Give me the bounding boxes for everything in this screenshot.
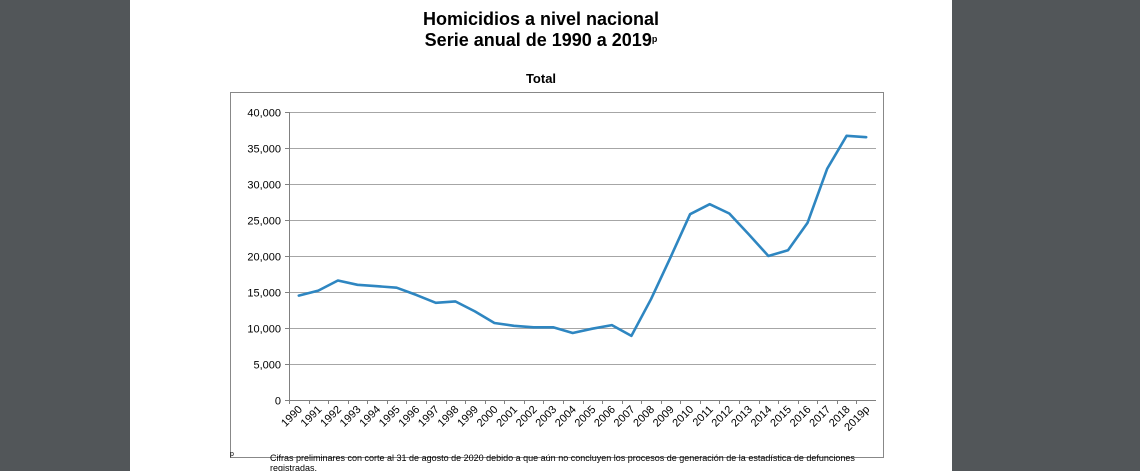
y-tick-label: 10,000 <box>247 324 281 336</box>
x-tick-label: 2012 <box>710 404 736 430</box>
x-tick-label: 1995 <box>377 404 403 430</box>
x-tick-label: 1994 <box>357 404 383 430</box>
y-tick-label: 35,000 <box>247 144 281 156</box>
x-tick-label: 2002 <box>514 404 540 430</box>
x-tick-label: 2005 <box>573 404 599 430</box>
title-line-2: Serie anual de 1990 a 2019p <box>130 30 952 51</box>
x-tick-label: 2006 <box>592 404 618 430</box>
x-tick-label: 1998 <box>436 404 462 430</box>
x-tick-label: 1997 <box>416 404 442 430</box>
x-tick-label: 2016 <box>788 404 814 430</box>
y-tick-label: 25,000 <box>247 216 281 228</box>
x-tick-label: 1991 <box>299 404 325 430</box>
x-tick-label: 2003 <box>533 404 559 430</box>
footnote: p Cifras preliminares con corte al 31 de… <box>230 451 880 471</box>
x-tick-label: 2009 <box>651 404 677 430</box>
x-tick-label: 1996 <box>397 404 423 430</box>
x-tick-label: 2000 <box>475 404 501 430</box>
x-tick-label: 1990 <box>279 404 305 430</box>
series-line <box>297 134 868 338</box>
x-tick-label: 2017 <box>807 404 833 430</box>
x-tick-label: 1999 <box>455 404 481 430</box>
x-tick-label: 2001 <box>494 404 520 430</box>
y-tick-label: 0 <box>275 396 281 408</box>
title-line-1: Homicidios a nivel nacional <box>422 9 660 29</box>
x-tick-label: 2011 <box>691 404 716 429</box>
page-title: Homicidios a nivel nacional Serie anual … <box>130 9 952 51</box>
y-tick-label: 15,000 <box>247 288 281 300</box>
x-tick-label: 1993 <box>338 404 364 430</box>
preliminary-mark: p <box>651 34 658 44</box>
y-tick-label: 5,000 <box>253 360 281 372</box>
chart-frame <box>230 92 884 458</box>
title-line-2-text: Serie anual de 1990 a 2019 <box>424 30 652 50</box>
x-tick-label: 2014 <box>749 404 775 430</box>
y-tick-label: 30,000 <box>247 180 281 192</box>
y-tick-label: 20,000 <box>247 252 281 264</box>
x-tick-label: 2015 <box>768 404 794 430</box>
y-tick-label: 40,000 <box>247 108 281 120</box>
x-tick-label: 2013 <box>729 404 755 430</box>
footnote-mark: p <box>230 451 234 458</box>
x-tick-label: 2008 <box>631 404 657 430</box>
document-page: Homicidios a nivel nacional Serie anual … <box>130 0 952 471</box>
x-tick-label: 2004 <box>553 404 579 430</box>
x-tick-label: 2010 <box>670 404 696 430</box>
x-tick-label: 1992 <box>318 404 344 430</box>
chart-title: Total <box>525 71 557 86</box>
line-chart: 0 5,000 10,000 15,000 20,000 25,000 30,000 35,0… <box>230 92 884 458</box>
footnote-text: Cifras preliminares con corte al 31 de a… <box>270 453 855 471</box>
x-tick-label: 2007 <box>612 404 638 430</box>
